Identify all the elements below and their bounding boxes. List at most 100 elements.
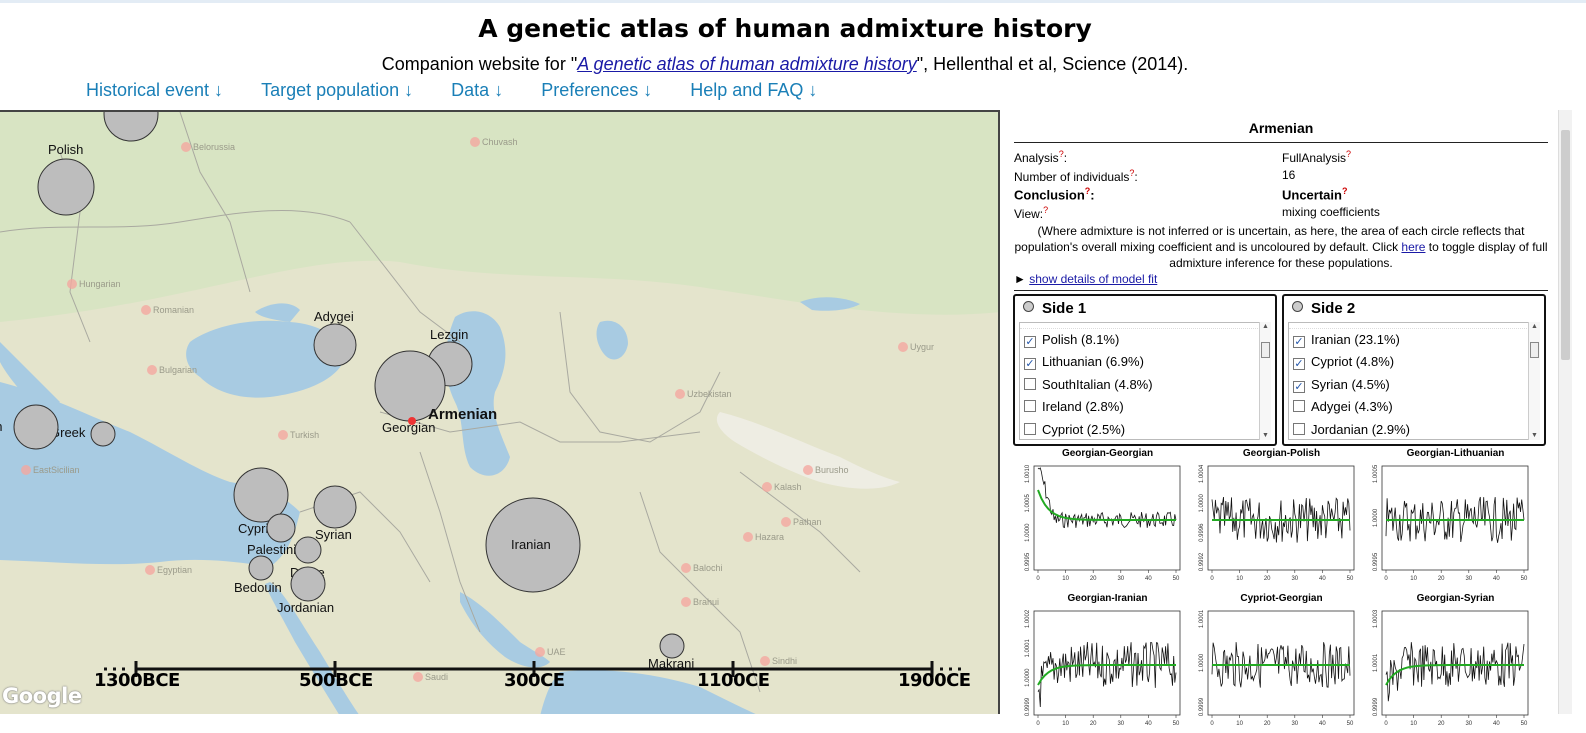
population-adygei[interactable]: Adygei [313,309,357,367]
side-2-item-jordanian[interactable]: Jordanian (2.9%) [1289,419,1533,439]
population-circle[interactable] [266,513,296,543]
city-marker-hazara[interactable]: Hazara [743,532,784,542]
city-dot[interactable] [681,597,691,607]
city-dot[interactable] [67,279,77,289]
city-marker-bulgarian[interactable]: Bulgarian [147,365,197,375]
population-bedouin[interactable]: Bedouin [234,555,282,595]
city-dot[interactable] [675,389,685,399]
side-1-item-southitalian[interactable]: SouthItalian (4.8%) [1020,374,1264,396]
panel-scrollbar[interactable] [1558,110,1572,714]
population-circle[interactable] [313,485,357,529]
city-marker-sindhi[interactable]: Sindhi [760,656,797,666]
side-1-item-lithuanian[interactable]: ✓ Lithuanian (6.9%) [1020,351,1264,373]
population-jordanian[interactable]: Jordanian [277,566,334,615]
side-2-scroll-thumb[interactable] [1530,342,1539,358]
city-marker-kalash[interactable]: Kalash [762,482,802,492]
city-marker-balochi[interactable]: Balochi [681,563,723,573]
target-dot[interactable] [408,417,416,425]
checkbox[interactable]: ✓ [1024,358,1036,371]
scroll-down-icon[interactable]: ▼ [1531,432,1538,439]
help-question-mark[interactable]: ? [1341,186,1348,196]
nav-preferences[interactable]: Preferences ↓ [541,80,653,100]
city-dot[interactable] [760,656,770,666]
checkbox[interactable]: ✓ [1293,358,1305,371]
side-1-item-ireland[interactable]: Ireland (2.8%) [1020,396,1264,418]
city-marker-turkish[interactable]: Turkish [278,430,319,440]
population-circle[interactable] [90,421,116,447]
city-marker-pathan[interactable]: Pathan [781,517,822,527]
city-dot[interactable] [141,305,151,315]
city-dot[interactable] [413,672,423,682]
population-circle[interactable] [233,467,289,523]
city-dot[interactable] [278,430,288,440]
help-question-mark[interactable]: ? [1058,149,1064,159]
checkbox[interactable]: ✓ [1024,336,1036,348]
population-circle[interactable] [659,633,685,659]
checkbox[interactable] [1024,400,1036,413]
admixture-map[interactable]: Belorussia Chuvash Hungarian Romanian Bulgar… [0,110,1000,714]
side-1-scrollbar[interactable]: ▲ ▼ [1259,322,1271,440]
checkbox[interactable] [1024,422,1036,435]
help-question-mark[interactable]: ? [1084,186,1091,196]
population-makrani[interactable]: Makrani [648,633,694,671]
city-dot[interactable] [762,482,772,492]
population-iranian[interactable]: Iranian [485,497,581,593]
city-dot[interactable] [470,137,480,147]
side-1-scroll-thumb[interactable] [1261,342,1270,358]
city-dot[interactable] [898,342,908,352]
nav-help-faq[interactable]: Help and FAQ ↓ [690,80,818,100]
city-marker-uygur[interactable]: Uygur [898,342,934,352]
side-2-list[interactable]: ✓ Iranian (23.1%) ✓ Cypriot (4.8%) ✓ Syrian (… [1288,322,1534,440]
show-model-fit-link[interactable]: show details of model fit [1029,272,1158,286]
checkbox[interactable] [1024,377,1036,390]
city-dot[interactable] [781,517,791,527]
checkbox[interactable] [1293,422,1305,435]
city-marker-belorussia[interactable]: Belorussia [181,142,235,152]
city-marker-burusho[interactable]: Burusho [803,465,849,475]
city-dot[interactable] [803,465,813,475]
city-marker-eastsicilian[interactable]: EastSicilian [21,465,80,475]
side-2-item-cypriot[interactable]: ✓ Cypriot (4.8%) [1289,351,1533,373]
city-marker-uzbekistan[interactable]: Uzbekistan [675,389,732,399]
scroll-down-icon[interactable]: ▼ [1262,432,1269,439]
city-dot[interactable] [181,142,191,152]
scroll-up-icon[interactable]: ▲ [1531,323,1538,330]
city-marker-egyptian[interactable]: Egyptian [145,565,192,575]
city-marker-chuvash[interactable]: Chuvash [470,137,518,147]
side-2-item-iranian[interactable]: ✓ Iranian (23.1%) [1289,329,1533,351]
city-marker-uae[interactable]: UAE [535,647,566,657]
target-population-marker[interactable]: Armenian [408,406,497,425]
city-marker-brahui[interactable]: Brahui [681,597,719,607]
population-circle[interactable] [248,555,274,581]
city-marker-saudi[interactable]: Saudi [413,672,448,682]
side-1-item-polish[interactable]: ✓ Polish (8.1%) [1020,329,1264,351]
population-circle[interactable] [13,404,59,450]
pop-circle-offscreen[interactable] [103,112,159,142]
city-dot[interactable] [147,365,157,375]
side-2-item-syrian[interactable]: ✓ Syrian (4.5%) [1289,374,1533,396]
population-circle[interactable] [294,536,322,564]
help-question-mark[interactable]: ? [1346,149,1352,159]
checkbox[interactable] [1293,400,1305,413]
side-1-list[interactable]: ✓ Polish (8.1%) ✓ Lithuanian (6.9%) SouthIta… [1019,322,1265,440]
checkbox[interactable]: ✓ [1293,336,1305,348]
help-question-mark[interactable]: ? [1043,205,1049,215]
toggle-display-link[interactable]: here [1401,240,1426,254]
population-circle[interactable] [313,323,357,367]
city-dot[interactable] [743,532,753,542]
city-marker-romanian[interactable]: Romanian [141,305,194,315]
timeline[interactable] [104,661,966,677]
population-circle[interactable] [37,158,95,216]
population-polish[interactable]: Polish [37,142,95,216]
side-2-item-adygei[interactable]: Adygei (4.3%) [1289,396,1533,418]
nav-data[interactable]: Data ↓ [451,80,504,100]
help-question-mark[interactable]: ? [1129,168,1135,178]
population-palestinian[interactable]: Palestinian [247,513,311,557]
nav-historical-event[interactable]: Historical event ↓ [86,80,224,100]
scroll-up-icon[interactable]: ▲ [1262,323,1269,330]
population-greek[interactable]: Greek [50,421,116,447]
population-syrian[interactable]: Syrian [313,485,357,542]
population-an[interactable]: an [0,404,59,450]
city-dot[interactable] [681,563,691,573]
paper-link[interactable]: A genetic atlas of human admixture histo… [577,54,917,74]
